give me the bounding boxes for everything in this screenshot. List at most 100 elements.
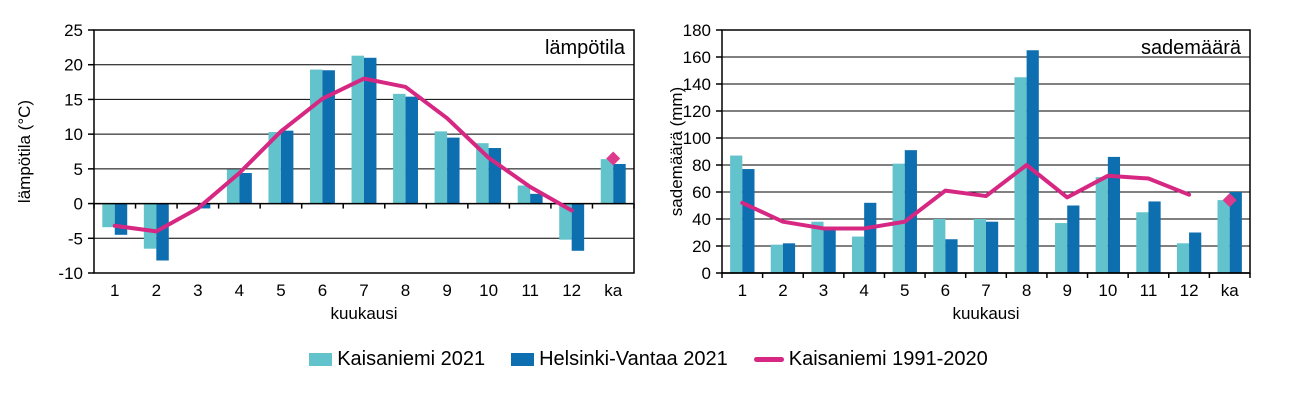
legend-label: Kaisaniemi 1991-2020 <box>788 347 988 370</box>
bar <box>1229 192 1242 273</box>
y-tick-label: 20 <box>692 237 711 256</box>
bar <box>143 203 157 249</box>
bar <box>268 132 281 204</box>
temperature-chart: -10 -5 0 5 10 15 20 25 1 2 3 4 5 6 7 8 9 10 11 12 ka kuukausi… <box>0 0 650 332</box>
bar <box>1136 212 1149 273</box>
normal-ka-diamond-icon <box>606 151 621 166</box>
helsinki-vantaa-2021-swatch-icon <box>511 352 535 366</box>
x-tick-label: 9 <box>1062 281 1071 300</box>
y-tick-label: 180 <box>683 21 711 40</box>
bar <box>1055 223 1068 273</box>
legend-item-kaisaniemi-2021: Kaisaniemi 2021 <box>309 348 485 371</box>
x-tick-label: 1 <box>110 281 119 300</box>
bar <box>742 169 755 273</box>
bar <box>280 130 294 204</box>
y-tick-label: 60 <box>692 183 711 202</box>
y-tick-label: 80 <box>692 156 711 175</box>
bar <box>1217 200 1230 273</box>
bar <box>559 203 572 240</box>
normal-ka-diamond-icon <box>1222 193 1237 208</box>
legend-item-kaisaniemi-1991-2020: Kaisaniemi 1991-2020 <box>753 347 988 371</box>
bar <box>102 203 115 228</box>
bar <box>310 69 323 204</box>
legend-item-helsinki-vantaa-2021: Helsinki-Vantaa 2021 <box>511 348 728 371</box>
y-tick-label: 25 <box>64 21 83 40</box>
x-tick-label: 12 <box>1180 281 1199 300</box>
x-tick-label: 7 <box>981 281 990 300</box>
x-tick-label: 11 <box>1140 281 1158 300</box>
bar <box>1026 50 1039 273</box>
y-tick-label: 0 <box>74 195 83 214</box>
legend-label: Helsinki-Vantaa 2021 <box>539 347 728 370</box>
y-tick-label: 5 <box>74 160 83 179</box>
y-tick-label: -10 <box>58 264 83 283</box>
bar <box>1107 156 1121 273</box>
x-tick-label: 10 <box>1098 281 1117 300</box>
x-tick-label: 4 <box>235 281 244 300</box>
bar <box>156 203 169 261</box>
bar <box>530 193 543 204</box>
x-tick-label: 3 <box>819 281 828 300</box>
bar <box>351 55 364 204</box>
bar <box>811 221 824 273</box>
x-tick-label: 11 <box>521 281 539 300</box>
x-tick-label: 6 <box>941 281 950 300</box>
y-tick-label: 15 <box>64 90 83 109</box>
bar <box>476 143 489 204</box>
kaisaniemi-1991-2020-line-swatch-icon <box>753 356 784 362</box>
bar <box>864 202 877 273</box>
y-tick-label: 120 <box>683 102 711 121</box>
y-tick-label: 10 <box>64 125 83 144</box>
bar <box>322 70 335 204</box>
x-axis-title: kuukausi <box>952 304 1019 323</box>
y-tick-label: 140 <box>683 75 711 94</box>
y-axis-title: lämpötila (°C) <box>15 100 34 203</box>
legend: Kaisaniemi 2021 Helsinki-Vantaa 2021 Kai… <box>0 342 1297 376</box>
y-axis-title: sademäärä (mm) <box>667 87 686 216</box>
bar <box>1095 177 1108 273</box>
x-axis-title: kuukausi <box>330 304 397 323</box>
x-tick-label: 12 <box>562 281 581 300</box>
bar <box>613 163 626 204</box>
x-tick-label: 8 <box>1022 281 1031 300</box>
plot-border <box>93 29 635 274</box>
bar <box>364 57 377 204</box>
x-tick-label: 10 <box>479 281 498 300</box>
bar <box>1067 205 1080 273</box>
bar <box>892 163 905 273</box>
x-tick-label: 5 <box>276 281 285 300</box>
chart-inner-title: sademäärä <box>1141 37 1242 59</box>
y-tick-label: -5 <box>68 229 83 248</box>
x-tick-label: 7 <box>359 281 368 300</box>
precipitation-chart: 0 20 40 60 80 100 120 140 160 180 1 2 3 4 5 6 7 8 9 10 11 12 k… <box>650 0 1297 332</box>
x-tick-label: 3 <box>193 281 202 300</box>
x-tick-label: 2 <box>778 281 787 300</box>
bar <box>823 228 836 273</box>
y-tick-label: 40 <box>692 210 711 229</box>
bar <box>986 221 999 273</box>
bar <box>447 137 460 204</box>
bar <box>933 219 946 273</box>
x-tick-label: 5 <box>900 281 909 300</box>
bar <box>730 155 743 273</box>
bar <box>1148 201 1161 273</box>
x-tick-label: 4 <box>859 281 868 300</box>
y-tick-label: 0 <box>702 264 711 283</box>
x-tick-label: 8 <box>401 281 410 300</box>
bar <box>488 148 502 204</box>
x-tick-label: 2 <box>152 281 161 300</box>
bar <box>197 203 211 209</box>
bar <box>239 173 252 204</box>
x-tick-label: 9 <box>442 281 451 300</box>
bar <box>600 159 614 204</box>
x-tick-label: 6 <box>318 281 327 300</box>
normal-line <box>740 163 1192 231</box>
bar <box>1176 243 1190 273</box>
bar <box>114 203 128 235</box>
bar <box>851 236 865 273</box>
bar <box>405 96 418 204</box>
normal-line <box>112 76 574 234</box>
bar <box>1189 232 1202 273</box>
